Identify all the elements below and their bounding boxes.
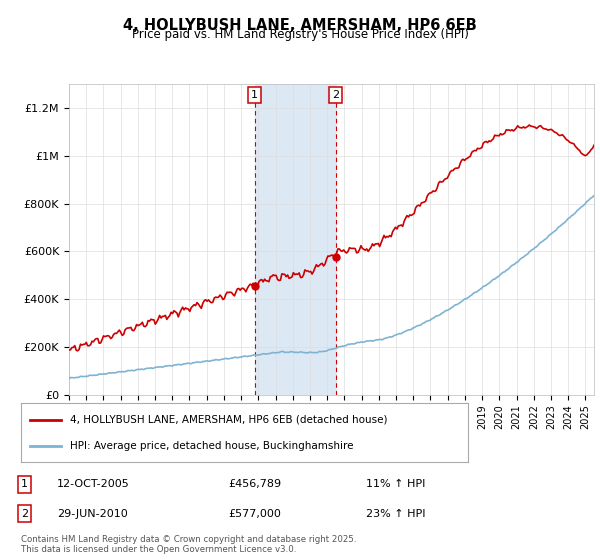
Text: £577,000: £577,000 [228, 508, 281, 519]
Text: 4, HOLLYBUSH LANE, AMERSHAM, HP6 6EB (detached house): 4, HOLLYBUSH LANE, AMERSHAM, HP6 6EB (de… [70, 414, 388, 424]
Text: 4, HOLLYBUSH LANE, AMERSHAM, HP6 6EB: 4, HOLLYBUSH LANE, AMERSHAM, HP6 6EB [123, 18, 477, 33]
Text: 2: 2 [332, 90, 339, 100]
Text: 23% ↑ HPI: 23% ↑ HPI [366, 508, 425, 519]
Text: 1: 1 [251, 90, 258, 100]
Text: 1: 1 [21, 479, 28, 489]
Text: Price paid vs. HM Land Registry's House Price Index (HPI): Price paid vs. HM Land Registry's House … [131, 28, 469, 41]
Text: £456,789: £456,789 [228, 479, 281, 489]
Text: Contains HM Land Registry data © Crown copyright and database right 2025.
This d: Contains HM Land Registry data © Crown c… [21, 535, 356, 554]
Text: 2: 2 [21, 508, 28, 519]
Text: 11% ↑ HPI: 11% ↑ HPI [366, 479, 425, 489]
Text: HPI: Average price, detached house, Buckinghamshire: HPI: Average price, detached house, Buck… [70, 441, 353, 451]
Text: 29-JUN-2010: 29-JUN-2010 [57, 508, 128, 519]
Bar [254, 84, 335, 395]
Text: 12-OCT-2005: 12-OCT-2005 [57, 479, 130, 489]
